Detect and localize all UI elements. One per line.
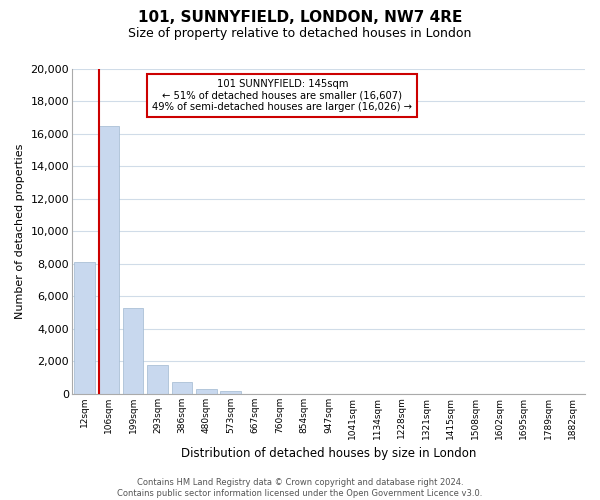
Y-axis label: Number of detached properties: Number of detached properties	[15, 144, 25, 319]
Text: 101 SUNNYFIELD: 145sqm
← 51% of detached houses are smaller (16,607)
49% of semi: 101 SUNNYFIELD: 145sqm ← 51% of detached…	[152, 78, 412, 112]
Text: 101, SUNNYFIELD, LONDON, NW7 4RE: 101, SUNNYFIELD, LONDON, NW7 4RE	[138, 10, 462, 25]
Text: Contains HM Land Registry data © Crown copyright and database right 2024.
Contai: Contains HM Land Registry data © Crown c…	[118, 478, 482, 498]
X-axis label: Distribution of detached houses by size in London: Distribution of detached houses by size …	[181, 447, 476, 460]
Bar	[147, 366, 168, 394]
Bar	[98, 126, 119, 394]
Text: Size of property relative to detached houses in London: Size of property relative to detached ho…	[128, 28, 472, 40]
Bar	[122, 308, 143, 394]
Bar	[74, 262, 95, 394]
Bar	[196, 389, 217, 394]
Bar	[220, 390, 241, 394]
Bar	[172, 382, 192, 394]
